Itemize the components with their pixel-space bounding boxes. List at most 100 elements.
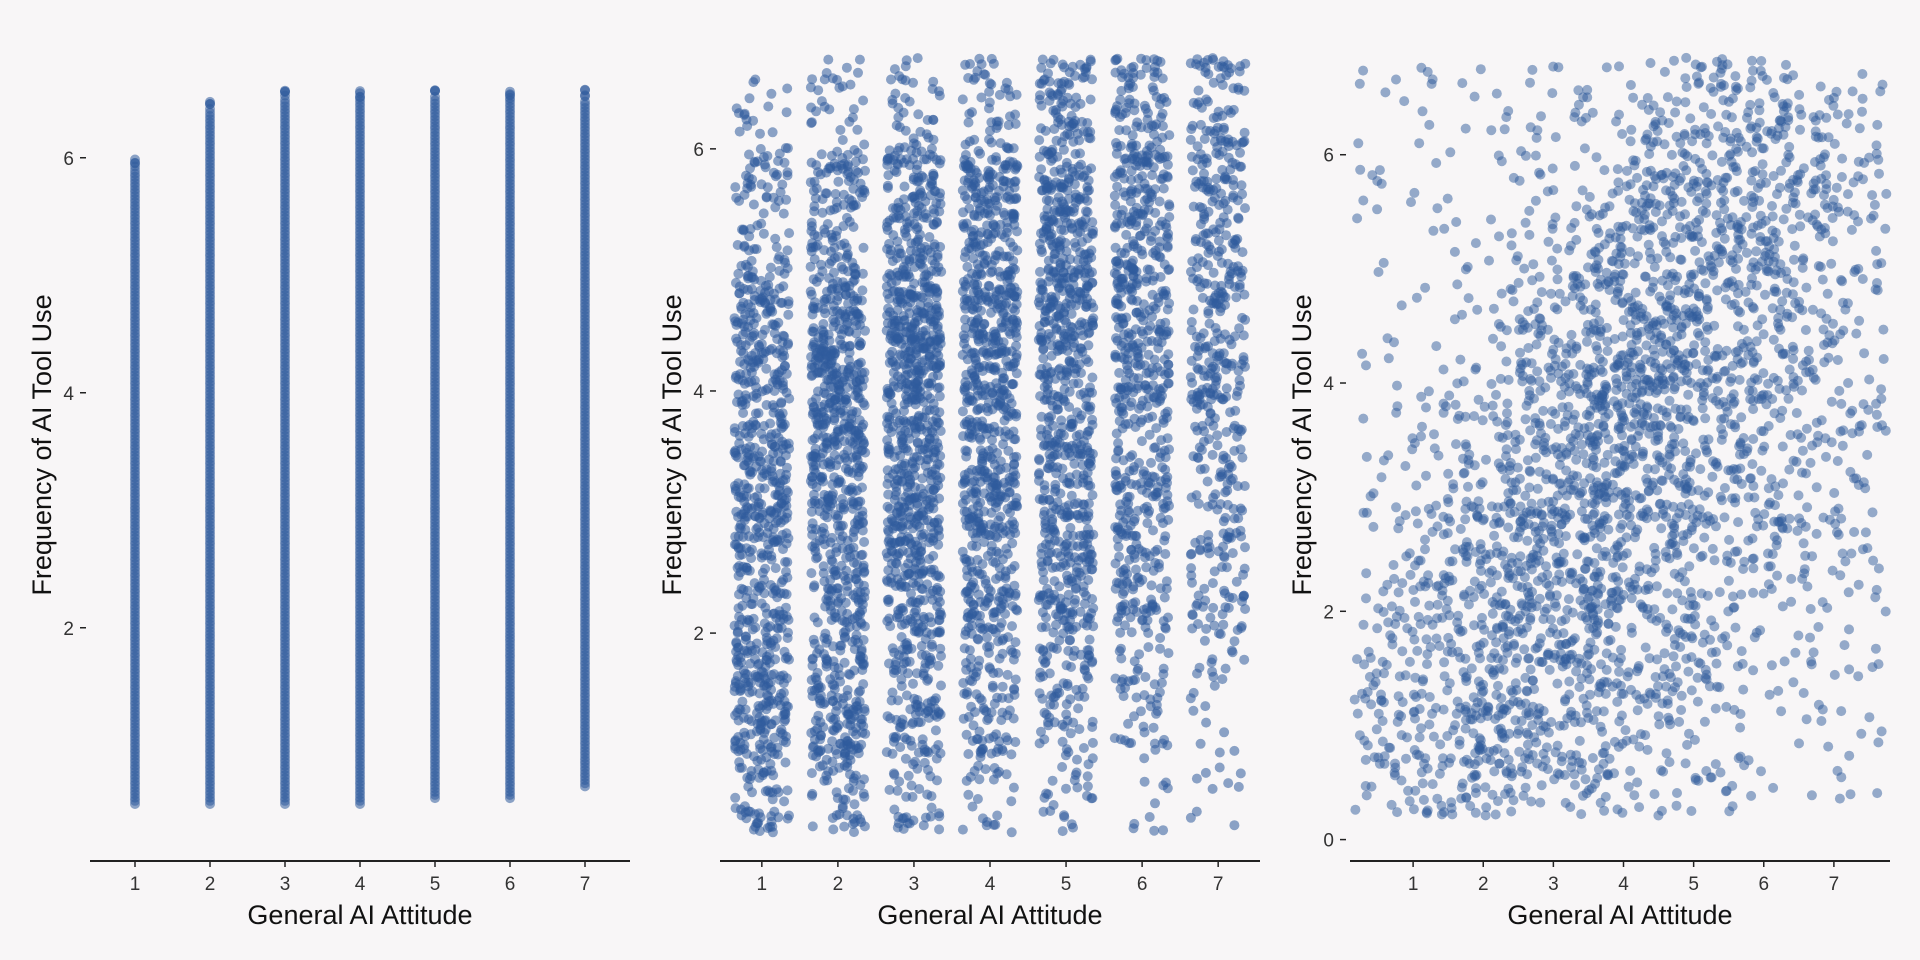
data-point <box>912 498 923 509</box>
data-point <box>829 348 840 359</box>
data-point <box>736 583 747 594</box>
data-point <box>911 580 921 591</box>
data-point <box>740 524 751 535</box>
data-point <box>1238 591 1249 602</box>
data-point <box>852 295 863 306</box>
data-point <box>1140 672 1151 682</box>
data-point <box>1083 759 1094 770</box>
data-point <box>767 827 778 838</box>
data-point <box>922 515 933 526</box>
data-point <box>882 411 893 422</box>
data-point <box>1119 570 1129 581</box>
data-point <box>977 422 988 433</box>
data-point <box>1113 446 1124 457</box>
data-point <box>505 90 515 101</box>
x-tick-label: 7 <box>580 874 591 895</box>
data-point <box>812 683 822 694</box>
data-point <box>1073 691 1084 702</box>
data-point <box>1162 477 1172 488</box>
data-point <box>903 668 913 679</box>
data-point <box>1160 502 1171 513</box>
data-point <box>1219 727 1230 738</box>
data-point <box>807 788 818 799</box>
data-point <box>1199 583 1210 594</box>
data-point <box>1078 743 1089 753</box>
data-point <box>923 454 934 465</box>
data-point <box>1202 476 1213 487</box>
data-point <box>1011 500 1022 511</box>
data-point <box>1057 463 1068 474</box>
data-point <box>1156 677 1167 688</box>
data-point <box>734 704 744 715</box>
data-point <box>744 565 755 576</box>
data-point <box>1161 583 1172 594</box>
data-point <box>739 496 750 507</box>
data-point <box>1163 612 1173 623</box>
data-point <box>900 492 911 502</box>
data-point <box>1047 400 1058 411</box>
data-point <box>776 413 787 424</box>
data-point <box>882 435 893 446</box>
data-point <box>1217 674 1228 685</box>
data-point <box>1065 635 1075 645</box>
x-tick-label: 6 <box>505 874 516 895</box>
data-point <box>903 770 914 781</box>
data-point <box>826 605 836 616</box>
data-point <box>1059 541 1070 552</box>
data-point <box>980 472 991 483</box>
data-point <box>843 573 854 584</box>
data-point <box>736 304 747 314</box>
data-point <box>859 367 870 378</box>
data-point <box>812 552 823 563</box>
data-point <box>828 641 839 652</box>
data-point <box>960 588 971 598</box>
data-point <box>814 535 825 546</box>
data-point <box>1134 457 1144 468</box>
data-point <box>886 558 897 569</box>
data-point <box>1129 711 1139 722</box>
data-point <box>1000 431 1011 442</box>
data-point <box>770 320 781 331</box>
data-point <box>811 674 822 685</box>
data-point <box>740 327 751 338</box>
data-point <box>744 420 755 430</box>
x-tick-label: 3 <box>280 874 291 895</box>
data-point <box>1199 635 1210 646</box>
data-point <box>822 504 833 515</box>
data-point <box>995 464 1006 475</box>
data-point <box>1057 762 1068 772</box>
data-point <box>1206 657 1217 668</box>
data-point <box>1006 645 1017 655</box>
data-point <box>1118 674 1129 685</box>
data-point <box>1222 479 1233 489</box>
data-point <box>1084 426 1095 436</box>
data-point <box>932 601 943 612</box>
data-point <box>1185 693 1196 704</box>
data-point <box>899 405 909 416</box>
data-point <box>1045 440 1056 451</box>
data-point <box>1111 428 1122 439</box>
data-point <box>807 309 818 320</box>
data-point <box>811 276 822 287</box>
data-point <box>1194 394 1205 405</box>
data-point <box>844 347 855 358</box>
data-point <box>1227 548 1238 559</box>
data-point <box>897 714 908 725</box>
data-point <box>842 810 852 821</box>
data-point <box>896 681 907 692</box>
data-point <box>984 662 995 673</box>
data-point <box>825 381 836 392</box>
data-point <box>1066 419 1077 430</box>
data-point <box>430 85 440 96</box>
data-point <box>1113 541 1124 552</box>
data-point <box>1110 393 1121 404</box>
data-point <box>758 434 769 445</box>
data-point <box>1191 490 1202 501</box>
data-point <box>732 336 743 347</box>
data-point <box>1192 668 1202 679</box>
data-point <box>769 608 780 619</box>
data-point <box>808 582 819 593</box>
data-point <box>783 309 794 320</box>
data-point <box>893 695 903 706</box>
data-point <box>1201 623 1212 634</box>
